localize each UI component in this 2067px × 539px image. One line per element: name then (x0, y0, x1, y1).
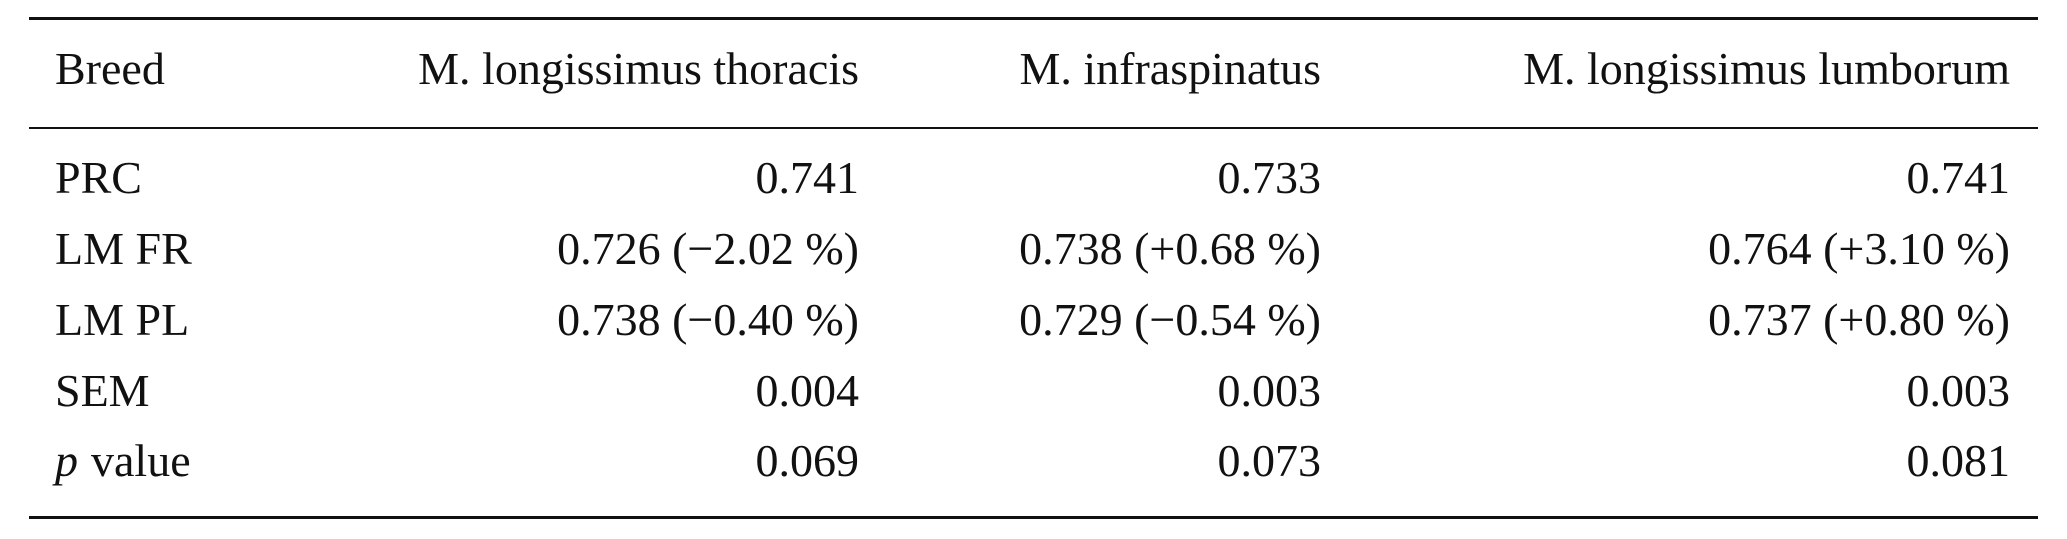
row-label: SEM (55, 365, 150, 416)
value-cell: 0.738 (−0.40 %) (557, 294, 859, 345)
value-cell: 0.741 (1906, 152, 2011, 203)
value-cell: 0.733 (1217, 152, 1322, 203)
row-label-italic: p (55, 435, 78, 486)
row-label: PRC (55, 152, 142, 203)
value-cell: 0.003 (1906, 365, 2011, 416)
row-label: LM FR (55, 223, 192, 274)
value-cell: 0.737 (+0.80 %) (1708, 294, 2010, 345)
value-cell: 0.073 (1217, 435, 1322, 486)
top-rule (29, 17, 2038, 20)
header-cell: M. infraspinatus (1019, 43, 1321, 94)
value-cell: 0.764 (+3.10 %) (1708, 223, 2010, 274)
row-label: LM PL (55, 294, 190, 345)
value-cell: 0.004 (755, 365, 860, 416)
header-cell: M. longissimus thoracis (418, 43, 859, 94)
bottom-rule (29, 516, 2038, 519)
value-cell: 0.726 (−2.02 %) (557, 223, 859, 274)
value-cell: 0.738 (+0.68 %) (1019, 223, 1321, 274)
header-cell: M. longissimus lumborum (1523, 43, 2010, 94)
value-cell: 0.069 (755, 435, 860, 486)
header-rule (29, 127, 2038, 129)
value-cell: 0.081 (1906, 435, 2011, 486)
value-cell: 0.741 (755, 152, 860, 203)
row-label: value (91, 435, 191, 486)
header-cell: Breed (55, 43, 165, 94)
value-cell: 0.003 (1217, 365, 1322, 416)
value-cell: 0.729 (−0.54 %) (1019, 294, 1321, 345)
